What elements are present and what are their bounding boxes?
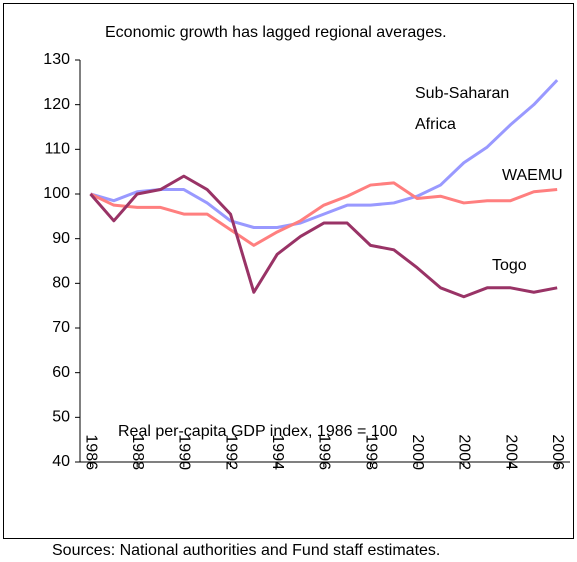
annotation: Real per-capita GDP index, 1986 = 100 <box>118 423 398 440</box>
series-label-box: Sub-Saharan Africa <box>415 85 510 133</box>
y-tick-label: 70 <box>52 319 70 336</box>
series-label: WAEMU <box>502 167 563 184</box>
series-label-box: Togo <box>492 257 527 274</box>
x-tick-label: 1988 <box>129 434 146 470</box>
x-tick-label: 2002 <box>456 434 473 470</box>
y-tick-label: 50 <box>52 409 70 426</box>
line-series <box>89 181 558 247</box>
x-tick-label: 1998 <box>362 434 379 470</box>
y-tick-label: 130 <box>43 51 70 68</box>
x-tick-label: 1986 <box>82 434 99 470</box>
x-tick-label: 1994 <box>269 434 286 470</box>
source: Sources: National authorities and Fund s… <box>52 542 440 559</box>
y-tick-label: 110 <box>44 141 70 158</box>
x-tick-label: 1990 <box>176 434 193 470</box>
x-tick-label: 2006 <box>549 434 566 470</box>
y-tick-label: 100 <box>43 185 70 202</box>
x-tick-label: 1996 <box>316 434 333 470</box>
x-tick-label: 1992 <box>222 434 239 470</box>
x-tick-label: 2000 <box>409 434 426 470</box>
chart-title: Economic growth has lagged regional aver… <box>105 24 447 41</box>
y-tick-label: 40 <box>52 453 70 470</box>
series-label: Togo <box>492 257 527 274</box>
y-tick-label: 90 <box>52 230 70 247</box>
x-tick-label: 2004 <box>502 434 519 470</box>
frame <box>3 3 574 539</box>
series-label: Sub-Saharan Africa <box>415 85 510 133</box>
line-series <box>90 79 559 229</box>
y-tick-label: 120 <box>43 96 70 113</box>
y-tick-label: 80 <box>52 275 70 292</box>
series-label-box: WAEMU <box>502 167 563 184</box>
y-tick-label: 60 <box>52 364 70 381</box>
line-series <box>89 174 558 299</box>
